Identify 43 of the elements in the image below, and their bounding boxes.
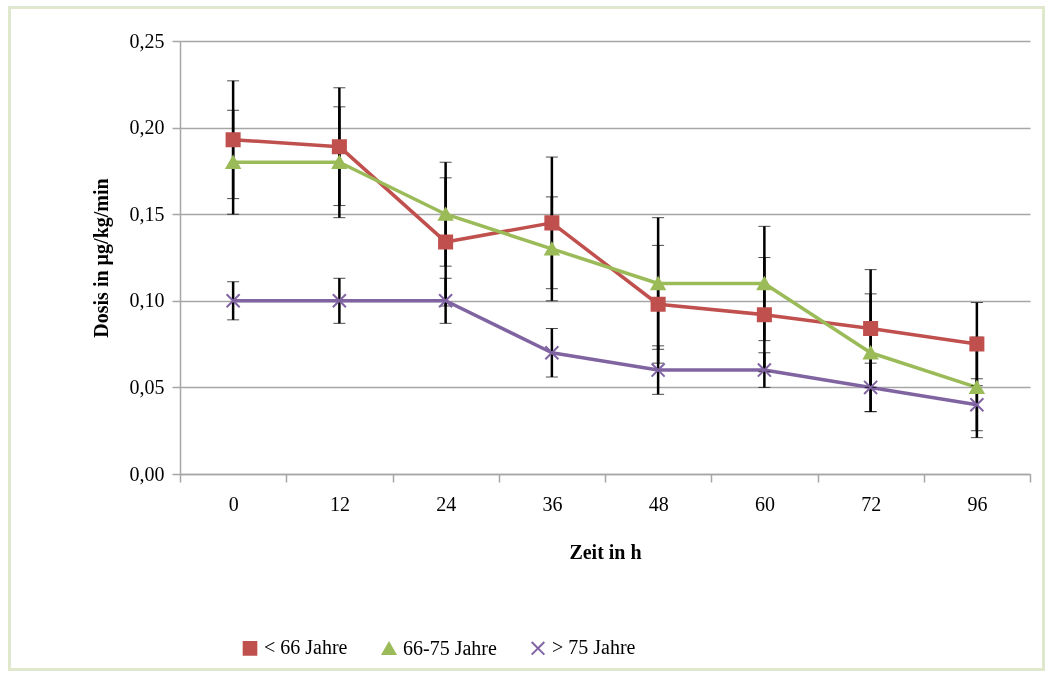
point bbox=[225, 293, 241, 309]
x-tick-label: 0 bbox=[228, 492, 239, 515]
point bbox=[863, 346, 879, 360]
x-tick-label: 12 bbox=[329, 492, 350, 515]
point bbox=[331, 139, 347, 155]
y-tick-label: 0,25 bbox=[129, 29, 165, 52]
y-tick-label: 0,05 bbox=[129, 375, 165, 398]
point bbox=[756, 362, 772, 378]
x-tick-label: 24 bbox=[436, 492, 457, 515]
point bbox=[438, 207, 454, 221]
point bbox=[969, 380, 985, 395]
point bbox=[438, 293, 454, 309]
point bbox=[650, 296, 666, 312]
point bbox=[969, 336, 985, 352]
x-tick-label: 36 bbox=[542, 492, 563, 515]
y-tick-label: 0,10 bbox=[129, 289, 165, 312]
y-axis-title: Dosis in µg/kg/min bbox=[89, 178, 113, 338]
point bbox=[756, 307, 772, 323]
point bbox=[331, 155, 347, 169]
point bbox=[438, 234, 454, 250]
x-tick-label: 48 bbox=[648, 492, 669, 515]
point bbox=[756, 276, 772, 291]
point bbox=[863, 379, 879, 395]
point bbox=[650, 362, 666, 378]
point bbox=[544, 215, 560, 231]
x-tick-label: 72 bbox=[861, 492, 882, 515]
point bbox=[544, 345, 560, 361]
point bbox=[225, 132, 241, 148]
legend-label: < 66 Jahre bbox=[264, 636, 348, 659]
legend-label: 66-75 Jahre bbox=[403, 636, 497, 659]
x-axis-title: Zeit in h bbox=[569, 540, 642, 563]
point bbox=[863, 320, 879, 337]
x-tick-label: 96 bbox=[967, 492, 988, 515]
point bbox=[969, 397, 985, 413]
point bbox=[650, 276, 666, 291]
y-tick-label: 0,20 bbox=[129, 116, 165, 139]
y-tick-label: 0,00 bbox=[129, 462, 165, 485]
x-tick-label: 60 bbox=[754, 492, 775, 515]
point bbox=[544, 242, 560, 256]
legend-label: > 75 Jahre bbox=[552, 636, 636, 659]
point bbox=[225, 155, 241, 169]
y-tick-label: 0,15 bbox=[129, 202, 165, 225]
point bbox=[331, 293, 347, 309]
